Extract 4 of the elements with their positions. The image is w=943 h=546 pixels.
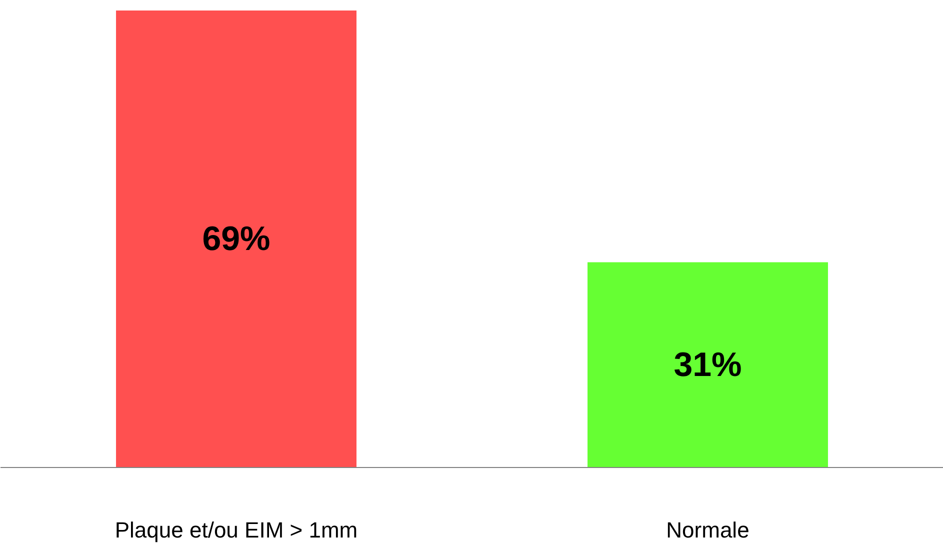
x-tick-label: Plaque et/ou EIM > 1mm	[114, 518, 358, 542]
x-tick-label: Normale	[666, 518, 750, 542]
data-label: 31%	[674, 346, 742, 384]
data-label: 69%	[202, 220, 270, 258]
